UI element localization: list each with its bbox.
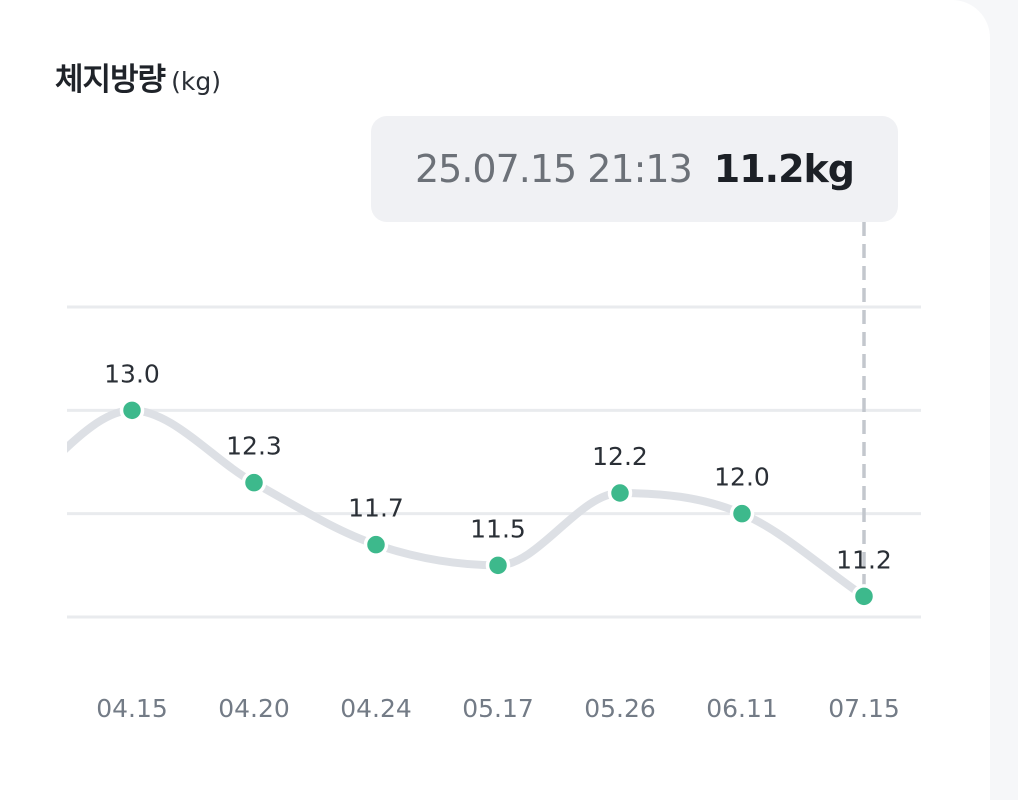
x-tick-label: 04.20: [218, 694, 290, 723]
data-point: [729, 501, 755, 526]
data-point: [241, 470, 267, 495]
data-label: 12.3: [226, 432, 282, 461]
selected-point-tooltip: 25.07.15 21:13 11.2kg: [371, 116, 898, 222]
x-tick-label: 07.15: [828, 694, 900, 723]
tooltip-datetime: 25.07.15 21:13: [414, 147, 693, 191]
tooltip-value: 11.2kg: [713, 147, 855, 191]
body-fat-card: 체지방량 (kg) 13.0 12.3 11.7 11.5 12.2 12.0 11.2 04.…: [55, 54, 921, 723]
data-point: [851, 584, 877, 609]
data-label: 13.0: [104, 359, 160, 388]
chart-unit: (kg): [171, 67, 221, 96]
data-label: 11.7: [348, 494, 404, 523]
x-tick-label: 06.11: [706, 694, 778, 723]
x-tick-label: 05.26: [584, 694, 656, 723]
x-tick-label: 05.17: [462, 694, 534, 723]
chart-title-text: 체지방량: [55, 62, 166, 98]
data-point: [363, 532, 389, 557]
x-tick-label: 04.24: [340, 694, 412, 723]
data-label: 12.0: [714, 463, 770, 492]
data-label: 11.5: [470, 514, 526, 543]
data-point: [485, 553, 511, 578]
data-point: [607, 480, 633, 506]
chart-title: 체지방량 (kg): [55, 54, 221, 99]
data-label: 11.2: [836, 545, 892, 574]
data-label: 12.2: [592, 442, 648, 471]
data-point: [119, 398, 145, 423]
body-fat-line-chart[interactable]: 13.0 12.3 11.7 11.5 12.2 12.0 11.2 04.15 04.20 04…: [0, 0, 1018, 773]
x-tick-label: 04.15: [96, 694, 168, 723]
